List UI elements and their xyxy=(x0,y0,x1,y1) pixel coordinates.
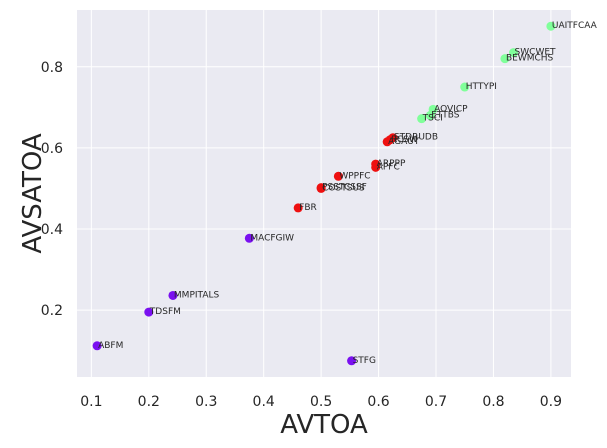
data-point-label: FBR xyxy=(299,203,317,213)
x-tick-label: 0.4 xyxy=(253,394,275,410)
x-tick-label: 0.8 xyxy=(482,394,504,410)
data-point xyxy=(509,48,519,58)
data-point-label: ETTBS xyxy=(431,110,460,120)
y-tick-label: 0.6 xyxy=(41,141,63,157)
x-tick-label: 0.9 xyxy=(540,394,562,410)
y-tick-label: 0.8 xyxy=(41,60,63,76)
data-point-label: WPPFC xyxy=(339,171,370,181)
data-point xyxy=(546,21,556,31)
data-point xyxy=(460,82,470,92)
x-tick-label: 0.1 xyxy=(80,394,102,410)
x-tick-label: 0.7 xyxy=(425,394,447,410)
x-axis-title: AVTOA xyxy=(280,410,368,440)
data-point-label: TSCI xyxy=(422,114,443,124)
data-point-label: PSSTCSSF xyxy=(322,183,367,193)
data-point xyxy=(92,341,102,351)
data-point-label: MACFGIW xyxy=(250,233,294,243)
x-tick-labels: 0.1 0.2 0.3 0.4 0.5 0.6 0.7 0.8 0.9 xyxy=(80,394,562,410)
data-point-label: MMPITALS xyxy=(174,290,220,300)
y-tick-label: 0.2 xyxy=(41,303,63,319)
y-tick-labels: 0.2 0.4 0.6 0.8 xyxy=(41,60,63,319)
x-tick-label: 0.2 xyxy=(138,394,160,410)
data-point-label: STDRUDB xyxy=(394,133,438,143)
x-tick-label: 0.3 xyxy=(195,394,217,410)
data-point-label: UAITFCAA xyxy=(552,21,598,31)
data-point-label: STFG xyxy=(353,356,376,366)
x-tick-label: 0.6 xyxy=(367,394,389,410)
data-point xyxy=(417,114,427,124)
data-point-label: APFC xyxy=(377,162,400,172)
data-point-label: RCSW xyxy=(391,135,418,145)
data-point xyxy=(316,183,326,193)
data-point-label: AGAUT xyxy=(388,137,420,147)
data-point-label: SWCWET xyxy=(515,48,556,58)
plot-background xyxy=(77,10,571,377)
data-point-label: ABFM xyxy=(98,341,123,351)
data-point xyxy=(500,54,510,64)
y-tick-label: 0.4 xyxy=(41,222,63,238)
data-point-label: AOVICP xyxy=(434,104,468,114)
data-point xyxy=(385,135,395,145)
data-point xyxy=(144,307,154,317)
data-point-label: ARPPP xyxy=(377,159,406,169)
data-point-label: HTTYPI xyxy=(466,82,497,92)
grid-lines xyxy=(77,10,571,377)
data-point xyxy=(333,171,343,181)
y-axis-title: AVSATOA xyxy=(18,133,48,254)
data-point-label: COSTSUS xyxy=(322,183,365,193)
data-point-label: BEWMCHS xyxy=(506,54,554,64)
data-point-label: TDSFM xyxy=(149,307,181,317)
data-point xyxy=(347,356,357,366)
data-point xyxy=(293,203,303,213)
data-point xyxy=(425,110,435,120)
x-tick-label: 0.5 xyxy=(310,394,332,410)
data-point xyxy=(244,233,254,243)
data-point xyxy=(371,162,381,172)
data-points xyxy=(92,21,556,366)
data-point xyxy=(168,290,178,300)
